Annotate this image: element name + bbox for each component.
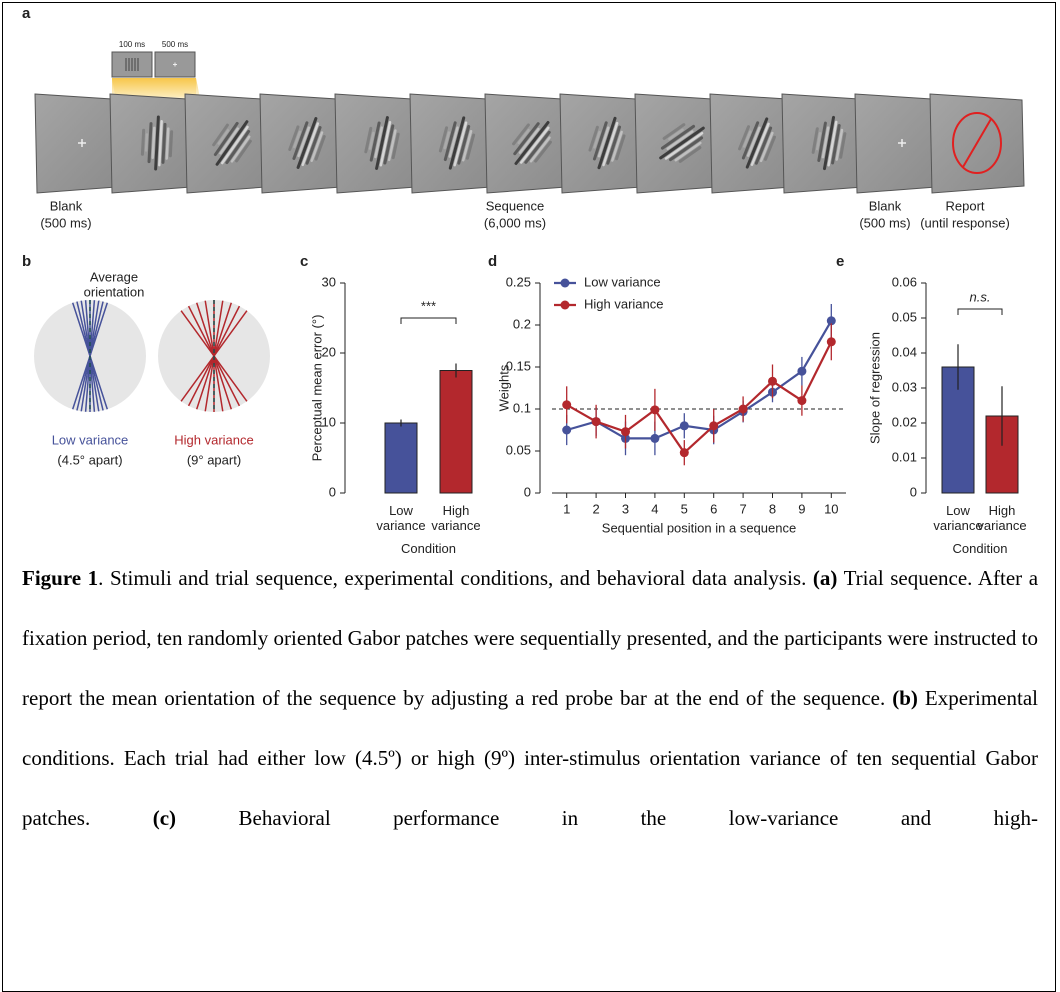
point [709,421,718,430]
caption-item-label: (a) [813,566,838,590]
panel-label: e [836,253,844,270]
significance-label: n.s. [970,289,991,304]
x-tick-label: 10 [824,501,838,516]
stage-name: Blank [869,198,902,213]
gabor-light [146,134,147,150]
y-tick-label: 0.1 [513,400,531,415]
y-tick-label: 0 [910,484,917,499]
caption-item-label: (c) [153,806,176,830]
condition-spacing: (4.5° apart) [57,452,122,467]
x-tick-label: 2 [592,501,599,516]
panel-label: c [300,253,308,270]
x-tick-label: 6 [710,501,717,516]
figure: a 100 ms 500 ms Blank (500 ms) Sequence (6,000… [0,0,1060,560]
caption-item-text: Behavioral performance in the low-varian… [176,806,1038,830]
page: a 100 ms 500 ms Blank (500 ms) Sequence (6,000… [0,0,1060,972]
point [827,337,836,346]
caption-title: . Stimuli and trial sequence, experiment… [98,566,806,590]
gabor-dark [170,132,171,156]
y-tick-label: 0.02 [892,414,917,429]
x-tick-label: 4 [651,501,658,516]
bar [385,423,417,493]
condition-spacing: (9° apart) [187,452,241,467]
annotation: Average [90,269,138,284]
gabor-dark [142,130,143,154]
significance-label: *** [421,298,436,313]
stage-duration: (until response) [920,215,1010,230]
x-axis-label: Sequential position in a sequence [602,520,796,535]
gabor-light [153,128,155,158]
inset-label: 500 ms [162,40,188,49]
panel-label: a [22,5,31,22]
y-tick-label: 0.05 [892,309,917,324]
legend-marker [561,279,570,288]
stage-name: Blank [50,198,83,213]
x-tick-label: 1 [563,501,570,516]
condition-name: High variance [174,432,254,447]
caption-item-label: (b) [892,686,918,710]
y-tick-label: 0 [329,484,336,499]
y-axis-label: Weights [496,364,511,411]
y-tick-label: 0.06 [892,274,917,289]
x-axis-label: Condition [369,541,489,556]
point [797,396,806,405]
y-tick-label: 0.01 [892,449,917,464]
inset-label: 100 ms [119,40,145,49]
x-tick-label: 8 [769,501,776,516]
x-tick-label: High variance [973,503,1031,533]
point [650,434,659,443]
y-tick-label: 0.05 [506,442,531,457]
point [562,426,571,435]
stage-name: Sequence [486,198,545,213]
point [650,405,659,414]
y-tick-label: 30 [322,274,336,289]
x-tick-label: 3 [622,501,629,516]
significance-bracket [958,309,1002,315]
panel-label: b [22,253,31,270]
y-axis-label: Slope of regression [867,332,882,444]
gabor-dark [163,124,165,162]
point [797,367,806,376]
legend-label: High variance [584,296,664,311]
point [680,421,689,430]
y-tick-label: 0.25 [506,274,531,289]
point [562,400,571,409]
point [680,448,689,457]
series-line [567,321,832,439]
y-tick-label: 0.04 [892,344,917,359]
legend-label: Low variance [584,274,661,289]
x-tick-label: Low variance [372,503,430,533]
caption: Figure 1. Stimuli and trial sequence, ex… [22,548,1038,848]
series-line [567,342,832,453]
significance-bracket [401,318,456,324]
x-tick-label: 9 [798,501,805,516]
x-tick-label: High variance [427,503,485,533]
screen [930,94,1024,193]
stage-duration: (500 ms) [859,215,910,230]
annotation: orientation [84,284,145,299]
y-axis-label: Perceptual mean error (°) [309,315,324,462]
x-tick-label: 7 [739,501,746,516]
point [739,405,748,414]
legend-marker [561,301,570,310]
stage-duration: (500 ms) [40,215,91,230]
y-tick-label: 0.03 [892,379,917,394]
stage-name: Report [945,198,984,213]
bar [440,371,472,494]
stage-duration: (6,000 ms) [484,215,546,230]
x-axis-label: Condition [920,541,1040,556]
x-tick-label: 5 [681,501,688,516]
y-tick-label: 0 [524,484,531,499]
gabor-light [167,129,169,159]
gabor-dark [149,124,151,162]
point [768,377,777,386]
condition-name: Low variance [52,432,129,447]
caption-label: Figure 1 [22,566,98,590]
point [592,417,601,426]
point [621,427,630,436]
panel-label: d [488,253,497,270]
y-tick-label: 0.2 [513,316,531,331]
